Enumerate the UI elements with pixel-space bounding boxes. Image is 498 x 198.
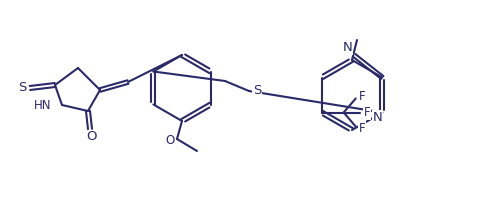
Text: N: N	[343, 41, 352, 54]
Text: S: S	[253, 84, 261, 96]
Text: F: F	[359, 122, 365, 135]
Text: HN: HN	[33, 98, 51, 111]
Text: O: O	[86, 130, 96, 144]
Text: F: F	[364, 106, 370, 119]
Text: S: S	[18, 81, 26, 93]
Text: O: O	[165, 134, 175, 148]
Text: F: F	[359, 90, 365, 103]
Text: N: N	[373, 111, 382, 124]
